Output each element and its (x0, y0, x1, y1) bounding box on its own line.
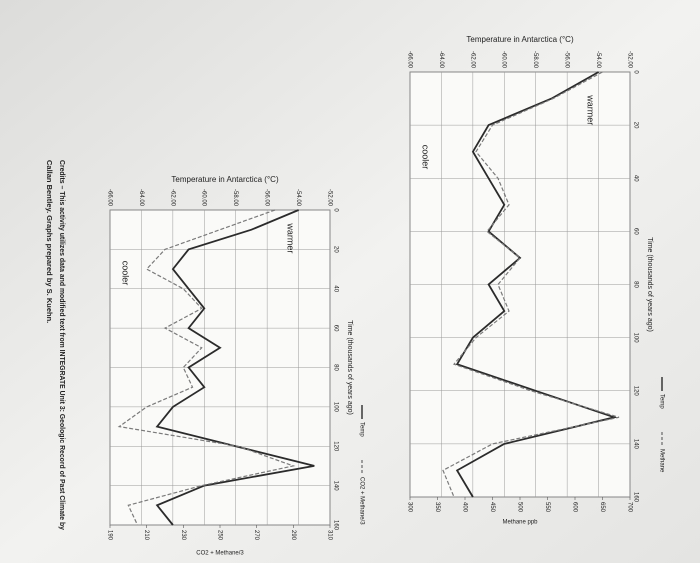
x-tick-label: 160 (332, 520, 338, 531)
y2-tick-label: 270 (253, 530, 259, 541)
y-tick-label: -66.00 (406, 51, 412, 69)
y2-tick-label: 600 (571, 502, 577, 513)
y-tick-label: -62.00 (469, 51, 475, 69)
y2-axis-label: CO2 + Methane/3 (196, 551, 244, 557)
credits-line: Callan Bentley. Graphs prepared by S. Ku… (45, 160, 54, 323)
legend-label: Temp (358, 422, 364, 437)
annotation: cooler (421, 145, 431, 170)
y2-tick-label: 550 (544, 502, 550, 513)
annotation: warmer (286, 222, 296, 253)
y2-tick-label: 500 (516, 502, 522, 513)
x-tick-label: 60 (332, 325, 338, 332)
y2-tick-label: 400 (461, 502, 467, 513)
x-tick-label: 100 (332, 402, 338, 413)
x-tick-label: 160 (632, 492, 638, 503)
credits: Credits – This activity utilizes data an… (45, 160, 67, 531)
y-tick-label: -52.00 (626, 51, 632, 69)
y2-tick-label: 310 (326, 530, 332, 541)
y2-tick-label: 450 (489, 502, 495, 513)
legend-label: Temp (658, 394, 664, 409)
y-tick-label: -60.00 (501, 51, 507, 69)
x-tick-label: 40 (632, 175, 638, 182)
x-tick-label: 120 (332, 441, 338, 452)
series-line (442, 71, 620, 498)
series-line (155, 209, 315, 526)
y-tick-label: -58.00 (232, 189, 238, 207)
chart: 0 20 40 60 80 100 120 140 160 -66.00 -64.00 -62.00 -… (106, 189, 364, 541)
x-tick-label: 20 (632, 122, 638, 129)
y-tick-label: -56.00 (564, 51, 570, 69)
y2-tick-label: 250 (216, 530, 222, 541)
y2-tick-label: 290 (290, 530, 296, 541)
credits-line: Credits – This activity utilizes data an… (58, 160, 67, 531)
x-tick-label: 120 (632, 386, 638, 397)
y2-tick-label: 190 (106, 530, 112, 541)
x-tick-label: 60 (632, 228, 638, 235)
y-tick-label: -54.00 (595, 51, 601, 69)
y2-tick-label: 350 (434, 502, 440, 513)
y2-tick-label: 210 (143, 530, 149, 541)
x-tick-label: 140 (632, 439, 638, 450)
y-tick-label: -58.00 (532, 51, 538, 69)
annotation: cooler (121, 261, 131, 286)
x-axis-label: Time (thousands of years ago) (346, 320, 353, 415)
series-line (117, 209, 296, 526)
y-tick-label: -56.00 (264, 189, 270, 207)
chart-title: Temperature in Antarctica (°C) (466, 35, 574, 44)
x-tick-label: 100 (632, 333, 638, 344)
x-tick-label: 80 (632, 281, 638, 288)
x-tick-label: 40 (332, 285, 338, 292)
x-tick-label: 80 (332, 364, 338, 371)
y2-axis-label: Methane ppb (502, 520, 538, 526)
y2-tick-label: 300 (406, 502, 412, 513)
x-tick-label: 140 (332, 481, 338, 492)
y2-tick-label: 650 (599, 502, 605, 513)
y-tick-label: -52.00 (326, 189, 332, 207)
x-tick-label: 0 (332, 208, 338, 212)
x-axis-label: Time (thousands of years ago) (646, 237, 653, 332)
y-tick-label: -54.00 (295, 189, 301, 207)
y-tick-label: -66.00 (106, 189, 112, 207)
chart: 0 20 40 60 80 100 120 140 160 -66.00 -64.00 -62.00 -… (406, 51, 664, 513)
x-tick-label: 0 (632, 70, 638, 74)
y2-tick-label: 230 (180, 530, 186, 541)
y-tick-label: -64.00 (138, 189, 144, 207)
legend-label: Methane (658, 449, 664, 473)
y-tick-label: -60.00 (201, 189, 207, 207)
annotation: warmer (586, 94, 596, 125)
y2-tick-label: 700 (626, 502, 632, 513)
chart-title: Temperature in Antarctica (°C) (171, 175, 279, 184)
x-tick-label: 20 (332, 246, 338, 253)
y-tick-label: -62.00 (169, 189, 175, 207)
legend-label: CO2 + Methane/3 (358, 477, 364, 525)
y-tick-label: -64.00 (438, 51, 444, 69)
